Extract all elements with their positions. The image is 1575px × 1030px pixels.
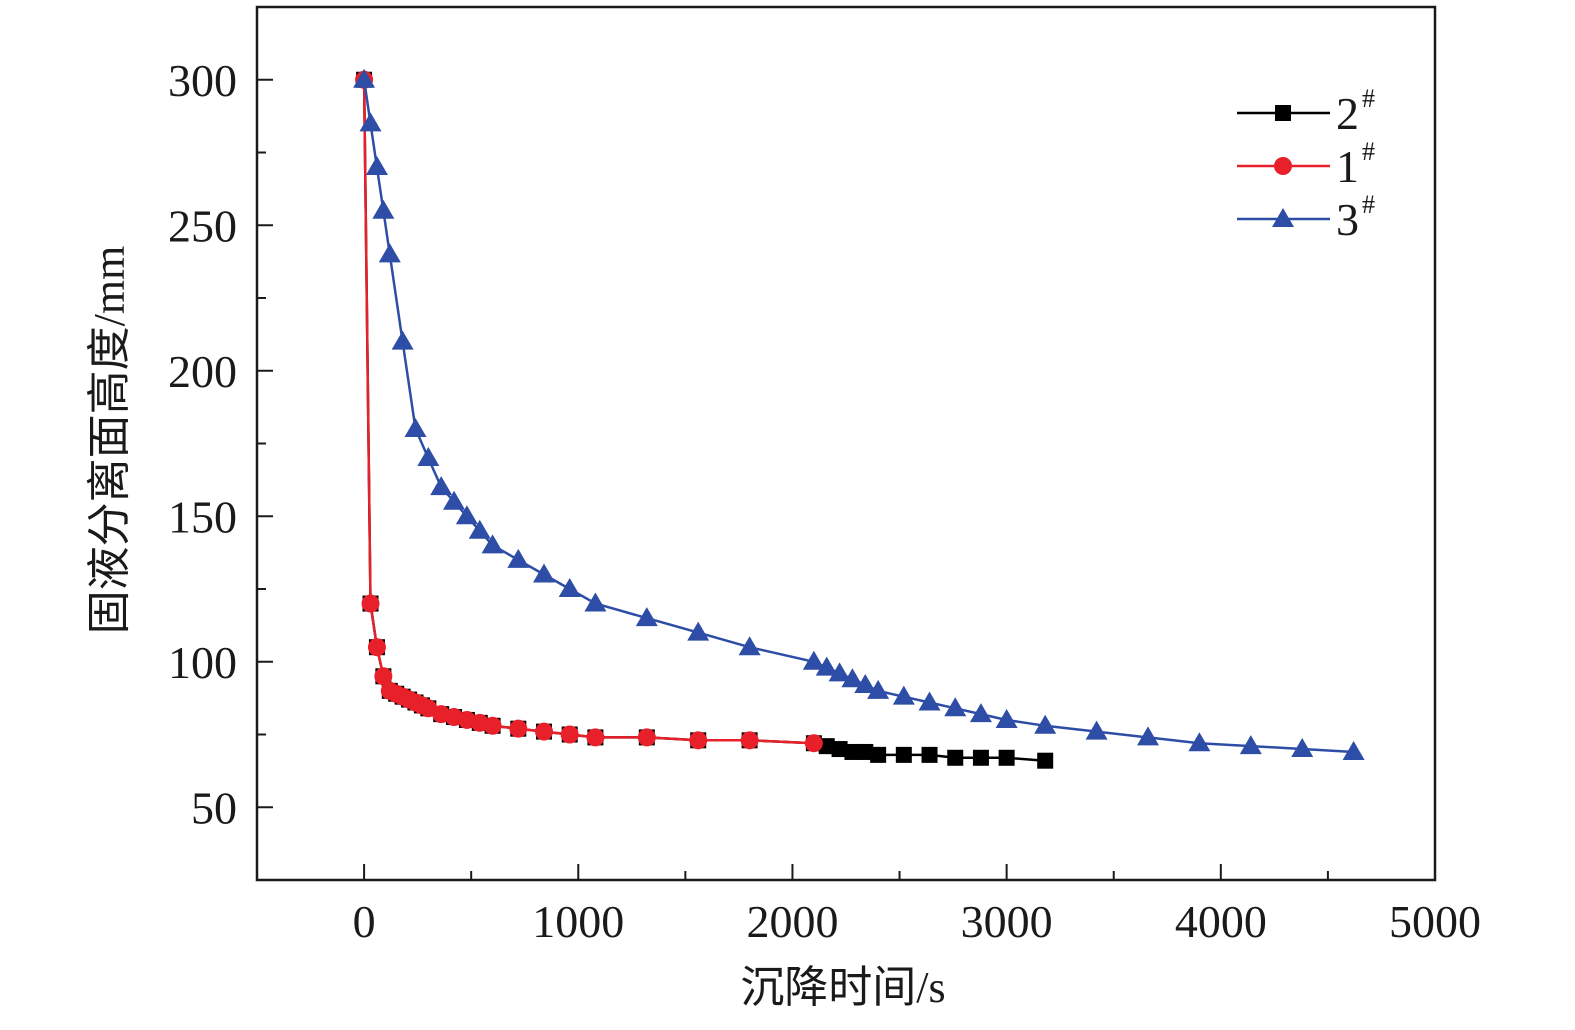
data-point: [689, 731, 708, 750]
data-point: [921, 746, 938, 763]
data-point: [687, 621, 710, 641]
series-line: [362, 79, 1354, 754]
legend-marker: [1272, 208, 1294, 227]
data-point: [443, 490, 466, 510]
y-tick-label: 250: [168, 200, 237, 251]
data-point: [365, 156, 388, 176]
data-point: [815, 656, 838, 676]
legend-label: 3: [1336, 194, 1359, 245]
data-point: [1085, 720, 1108, 740]
data-point: [740, 731, 759, 750]
data-point: [828, 662, 851, 682]
series-2: [356, 71, 1054, 769]
data-point: [509, 719, 528, 738]
legend-marker: [1274, 157, 1292, 175]
data-point: [430, 476, 453, 496]
legend-label-superscript: #: [1362, 84, 1375, 113]
data-point: [637, 728, 656, 747]
legend-label: 2: [1336, 88, 1359, 139]
x-tick-label: 5000: [1389, 896, 1481, 947]
data-point: [969, 703, 992, 723]
legend-entry-2: 2 #: [1237, 84, 1375, 139]
data-point: [586, 728, 605, 747]
data-point: [895, 746, 912, 763]
data-point: [831, 741, 848, 758]
data-point: [404, 417, 427, 437]
data-point: [870, 746, 887, 763]
data-point: [372, 199, 395, 219]
data-point: [535, 722, 554, 741]
data-point: [507, 548, 530, 568]
x-tick-label: 0: [353, 896, 376, 947]
legend-entry-3: 3 #: [1237, 190, 1375, 245]
data-point: [1034, 714, 1057, 734]
data-point: [378, 243, 401, 263]
data-point: [1342, 740, 1365, 760]
data-point: [455, 505, 478, 525]
data-point: [1136, 726, 1159, 746]
series-line: [362, 79, 1046, 762]
data-point: [481, 534, 504, 554]
data-point: [854, 674, 877, 694]
legend-label-superscript: #: [1362, 137, 1375, 166]
data-point: [944, 697, 967, 717]
data-point: [844, 743, 861, 760]
data-point: [841, 668, 864, 688]
data-point: [1291, 738, 1314, 758]
series-layer: [353, 68, 1365, 769]
y-tick-label: 300: [168, 55, 237, 106]
data-point: [918, 691, 941, 711]
data-point: [483, 716, 502, 735]
data-point: [995, 708, 1018, 728]
data-point: [947, 749, 964, 766]
data-point: [738, 636, 761, 656]
y-tick-label: 200: [168, 346, 237, 397]
x-tick-label: 1000: [532, 896, 624, 947]
data-point: [584, 592, 607, 612]
y-tick-label: 150: [168, 491, 237, 542]
data-point: [353, 68, 376, 88]
legend-marker: [1275, 105, 1291, 121]
data-point: [635, 607, 658, 627]
data-point: [560, 725, 579, 744]
data-point: [804, 734, 823, 753]
x-tick-label: 3000: [961, 896, 1053, 947]
data-point: [857, 743, 874, 760]
data-point: [359, 112, 382, 132]
data-point: [998, 749, 1015, 766]
x-tick-label: 4000: [1175, 896, 1267, 947]
x-tick-label: 2000: [746, 896, 838, 947]
y-tick-label: 50: [191, 782, 237, 833]
data-point: [533, 563, 556, 583]
data-point: [1239, 735, 1262, 755]
data-point: [374, 667, 393, 686]
data-point: [391, 330, 414, 350]
y-tick-label: 100: [168, 637, 237, 688]
legend-label-superscript: #: [1362, 190, 1375, 219]
data-point: [867, 679, 890, 699]
series-1: [355, 70, 823, 753]
data-point: [1037, 752, 1054, 769]
data-point: [361, 594, 380, 613]
axes: 0 1000 2000 3000 4000 5000 50 100 150 200 250 300: [168, 55, 1481, 947]
data-point: [1188, 732, 1211, 752]
x-axis-title: 沉降时间/s: [740, 963, 945, 1012]
series-3: [353, 68, 1365, 760]
data-point: [367, 638, 386, 657]
data-point: [417, 447, 440, 467]
data-point: [802, 650, 825, 670]
data-point: [892, 685, 915, 705]
legend-entry-1: 1 #: [1237, 137, 1375, 192]
y-axis-title: 固液分离面高度/mm: [85, 246, 134, 635]
legend: 2 #1 #3 #: [1237, 84, 1375, 245]
data-point: [468, 519, 491, 539]
data-point: [558, 578, 581, 597]
data-point: [972, 749, 989, 766]
legend-label: 1: [1336, 141, 1359, 192]
